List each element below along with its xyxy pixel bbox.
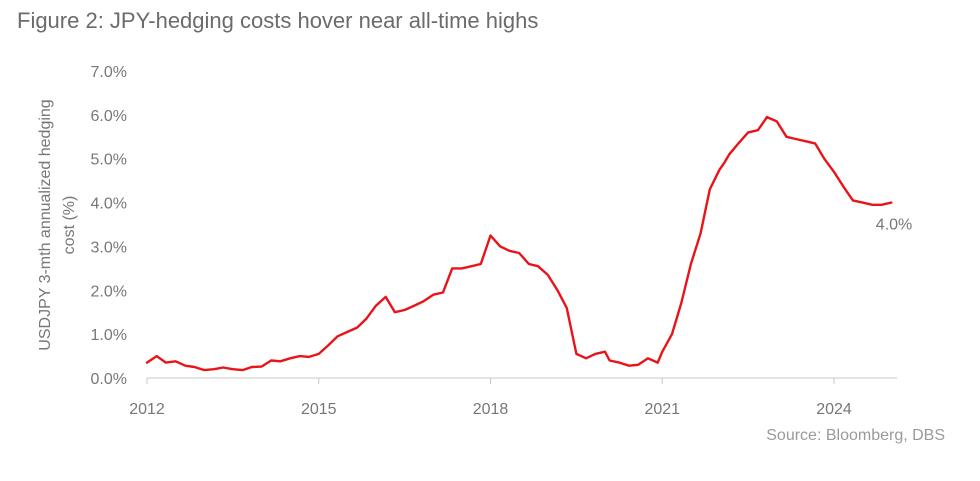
chart-title: Figure 2: JPY-hedging costs hover near a…	[17, 8, 539, 33]
end-value-label: 4.0%	[876, 217, 912, 234]
y-tick-label: 6.0%	[91, 108, 127, 125]
y-tick-label: 3.0%	[91, 239, 127, 256]
source-note: Source: Bloomberg, DBS	[766, 427, 945, 444]
y-tick-label: 5.0%	[91, 152, 127, 169]
x-tick-label: 2015	[301, 401, 337, 418]
y-tick-label: 7.0%	[91, 64, 127, 81]
y-tick-label: 4.0%	[91, 196, 127, 213]
y-tick-label: 2.0%	[91, 283, 127, 300]
series-line	[145, 115, 893, 372]
x-tick-label: 2024	[816, 401, 852, 418]
x-tick-label: 2012	[129, 401, 165, 418]
x-axis-ticks: 2012 2015 2018 2021 2024	[129, 378, 852, 418]
y-axis-label-line2: cost (%)	[61, 196, 78, 255]
y-axis-ticks: 0.0% 1.0% 2.0% 3.0% 4.0% 5.0% 6.0% 7.0%	[91, 64, 127, 388]
x-tick-label: 2018	[473, 401, 509, 418]
x-tick-label: 2021	[644, 401, 680, 418]
y-axis-label-line1: USDJPY 3-mth annualized hedging	[37, 99, 54, 350]
y-tick-label: 1.0%	[91, 327, 127, 344]
y-tick-label: 0.0%	[91, 371, 127, 388]
